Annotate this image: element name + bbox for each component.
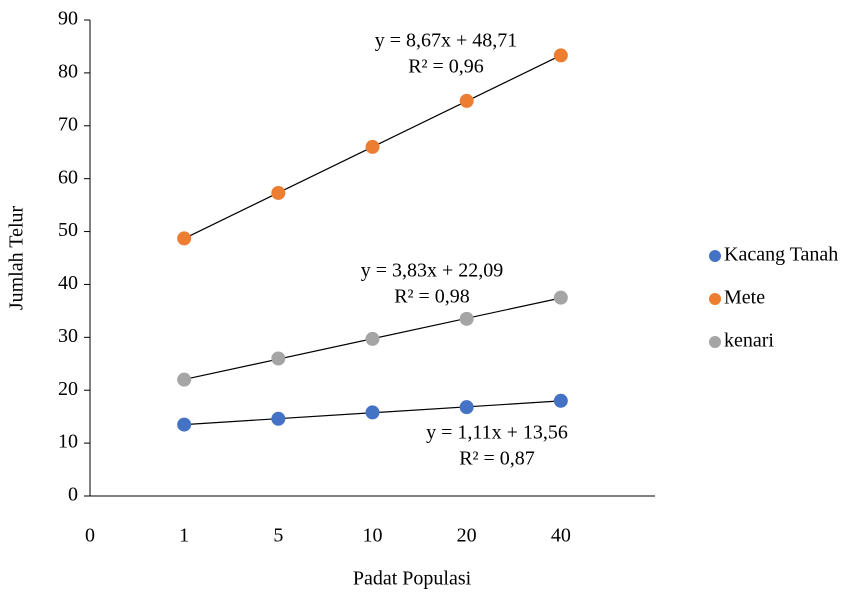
annotation: R² = 0,96: [408, 56, 484, 78]
y-tick-label: 60: [58, 166, 78, 188]
y-axis-title: Jumlah Telur: [6, 205, 28, 310]
annotation: y = 8,67x + 48,71: [375, 30, 518, 52]
point: [554, 48, 568, 62]
x-tick-label: 0: [85, 525, 95, 547]
x-tick-label: 20: [457, 525, 477, 547]
point: [366, 405, 380, 419]
point: [177, 418, 191, 432]
y-tick-label: 70: [58, 113, 78, 135]
y-tick-label: 20: [58, 378, 78, 400]
legend-label: Mete: [724, 287, 765, 309]
y-tick-label: 80: [58, 60, 78, 82]
annotation: R² = 0,87: [459, 448, 535, 470]
legend-label: kenari: [724, 330, 774, 352]
x-axis-title: Padat Populasi: [353, 568, 472, 590]
annotation: R² = 0,98: [394, 286, 470, 308]
legend-marker: [709, 293, 721, 305]
point: [554, 394, 568, 408]
legend-label: Kacang Tanah: [724, 244, 838, 266]
chart: Padat Populasi Jumlah Telur 010203040506…: [0, 0, 863, 594]
point: [177, 231, 191, 245]
point: [271, 351, 285, 365]
point: [271, 412, 285, 426]
y-tick-label: 50: [58, 219, 78, 241]
legend-marker: [709, 336, 721, 348]
x-tick-label: 1: [179, 525, 189, 547]
point: [366, 332, 380, 346]
y-tick-label: 0: [68, 484, 78, 506]
point: [460, 400, 474, 414]
y-tick-label: 10: [58, 431, 78, 453]
page: Padat Populasi Jumlah Telur 010203040506…: [0, 0, 863, 594]
x-tick-label: 40: [551, 525, 571, 547]
point: [271, 186, 285, 200]
point: [554, 291, 568, 305]
y-tick-label: 90: [58, 8, 78, 30]
x-tick-label: 10: [363, 525, 383, 547]
annotation: y = 1,11x + 13,56: [426, 422, 568, 444]
point: [460, 312, 474, 326]
point: [460, 94, 474, 108]
point: [177, 373, 191, 387]
y-tick-label: 40: [58, 272, 78, 294]
annotation: y = 3,83x + 22,09: [361, 260, 504, 282]
y-tick-label: 30: [58, 325, 78, 347]
legend-marker: [709, 250, 721, 262]
x-tick-label: 5: [273, 525, 283, 547]
point: [366, 140, 380, 154]
